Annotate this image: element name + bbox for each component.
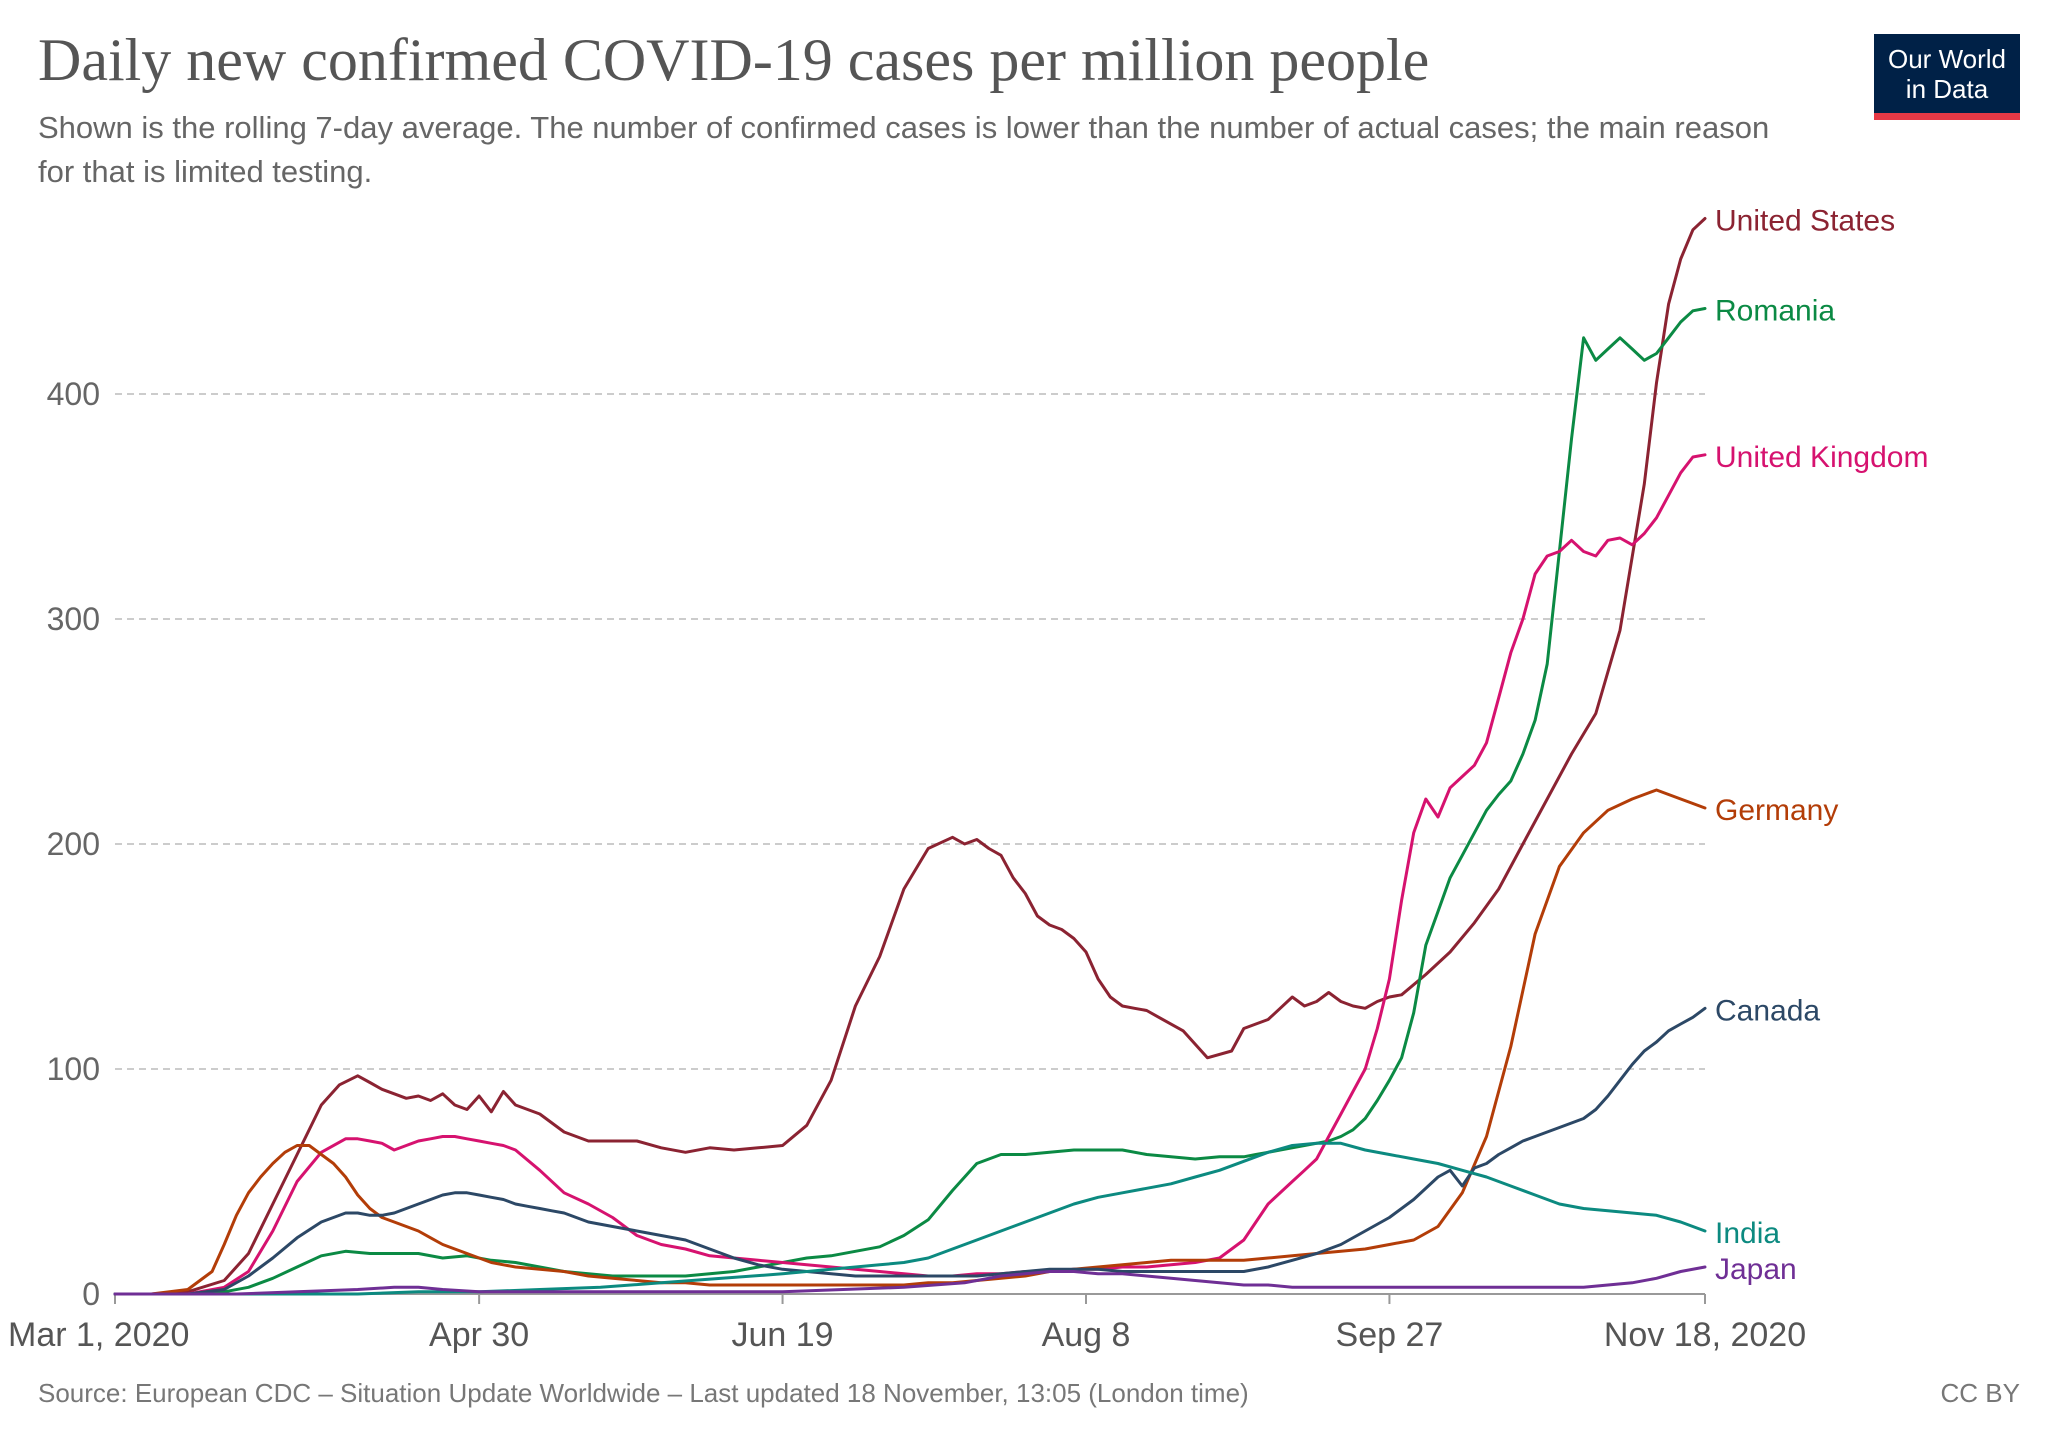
license-link[interactable]: CC BY [1940, 1378, 2020, 1408]
series-line-japan[interactable] [113, 1265, 1707, 1296]
series-line-united-kingdom[interactable] [113, 453, 1707, 1296]
x-tick-label: Nov 18, 2020 [1604, 1316, 1806, 1354]
x-tick-label: Jun 19 [732, 1316, 834, 1354]
x-tick-label: Aug 8 [1042, 1316, 1131, 1354]
source-note: Source: European CDC – Situation Update … [38, 1378, 1249, 1408]
gridlines [115, 393, 1705, 1070]
chart-title: Daily new confirmed COVID-19 cases per m… [38, 27, 1430, 93]
series-label-india[interactable]: India [1715, 1217, 1780, 1250]
series-line-romania[interactable] [113, 307, 1707, 1296]
x-tick-label: Sep 27 [1336, 1316, 1444, 1354]
y-tick-label: 200 [47, 826, 100, 862]
y-tick-label: 300 [47, 601, 100, 637]
y-tick-label: 0 [82, 1276, 100, 1312]
series-line-india[interactable] [113, 1141, 1707, 1296]
series-line-germany[interactable] [113, 788, 1707, 1296]
x-tick-label: Apr 30 [429, 1316, 529, 1354]
y-tick-label: 100 [47, 1051, 100, 1087]
x-tick-label: Mar 1, 2020 [8, 1316, 189, 1354]
owid-logo[interactable]: Our World in Data [1874, 34, 2020, 120]
series-label-canada[interactable]: Canada [1715, 994, 1820, 1027]
series-labels: United States Romania United Kingdom German… [1715, 205, 1928, 1287]
series-label-japan[interactable]: Japan [1715, 1253, 1797, 1286]
series-line-united-states[interactable] [113, 217, 1707, 1296]
logo-line-1: Our World [1888, 44, 2006, 74]
series-line-canada[interactable] [113, 1006, 1707, 1296]
series-label-united-kingdom[interactable]: United Kingdom [1715, 441, 1928, 474]
series-lines [113, 217, 1707, 1296]
series-label-united-states[interactable]: United States [1715, 205, 1895, 238]
logo-line-2: in Data [1905, 74, 1989, 104]
series-label-romania[interactable]: Romania [1715, 295, 1835, 328]
chart-subtitle: Shown is the rolling 7-day average. The … [38, 110, 1770, 189]
axes: 0 100 200 300 400 Mar 1, 2020 Apr 30 Jun 19 Aug … [8, 376, 1806, 1354]
y-tick-label: 400 [47, 376, 100, 412]
series-label-germany[interactable]: Germany [1715, 794, 1838, 827]
